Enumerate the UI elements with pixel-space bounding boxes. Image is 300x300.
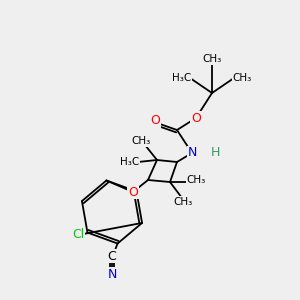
Text: H: H	[210, 146, 220, 160]
Text: O: O	[150, 115, 160, 128]
Text: N: N	[187, 146, 197, 160]
Text: H₃C: H₃C	[120, 157, 140, 167]
Text: Cl: Cl	[72, 229, 84, 242]
Text: CH₃: CH₃	[173, 197, 193, 207]
Text: O: O	[128, 185, 138, 199]
Text: CH₃: CH₃	[131, 136, 151, 146]
Text: CH₃: CH₃	[186, 175, 206, 185]
Text: H₃C: H₃C	[172, 73, 192, 83]
Text: CH₃: CH₃	[232, 73, 252, 83]
Text: N: N	[107, 268, 117, 281]
Text: CH₃: CH₃	[202, 54, 222, 64]
Text: O: O	[191, 112, 201, 124]
Text: C: C	[108, 250, 116, 262]
